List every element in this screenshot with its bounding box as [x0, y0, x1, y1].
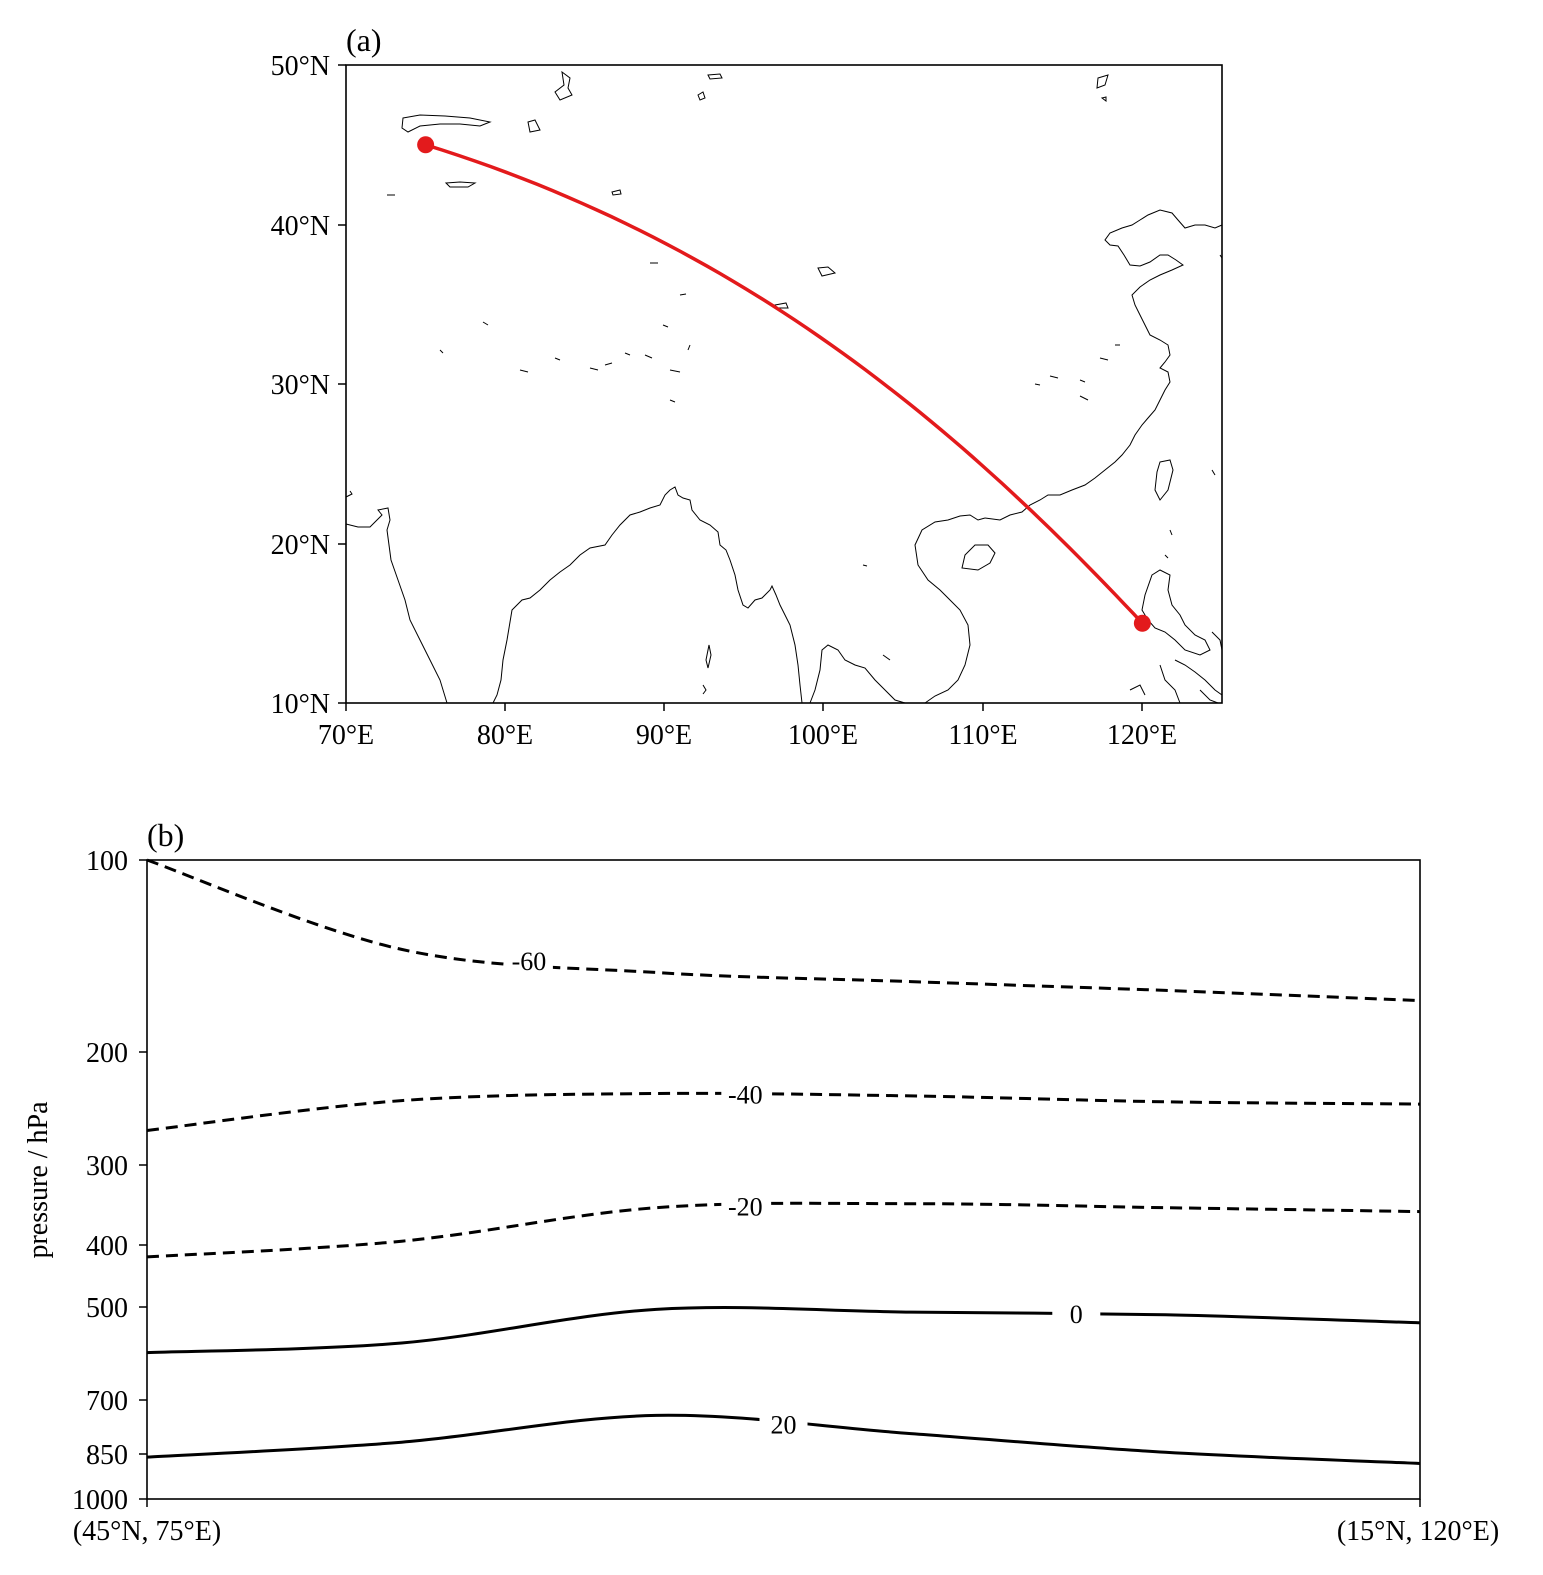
map-y-tick-label: 20°N	[271, 530, 330, 561]
map-x-axis: 70°E 80°E 90°E 100°E 110°E 120°E	[318, 703, 1177, 751]
section-frame	[146, 859, 1421, 1500]
panel-b-cross-section: (b) -60 -40 -20 0 20 100 200 300 400 500 700…	[23, 817, 1499, 1547]
section-y-tick-label: 700	[86, 1386, 128, 1417]
map-x-tick-label: 110°E	[948, 720, 1017, 751]
section-x-axis: (45°N, 75°E) (15°N, 120°E)	[73, 1499, 1499, 1547]
route-start-marker	[417, 136, 435, 154]
route-line	[425, 143, 1144, 625]
section-y-tick-label: 100	[86, 846, 128, 877]
section-x-tick-label-start: (45°N, 75°E)	[73, 1516, 221, 1547]
contour-label-0: 0	[1070, 1300, 1083, 1329]
section-y-tick-label: 500	[86, 1293, 128, 1324]
section-y-tick-label: 200	[86, 1038, 128, 1069]
contour-label-20: 20	[771, 1411, 797, 1440]
route-end-marker	[1133, 614, 1151, 632]
section-y-tick-label: 850	[86, 1440, 128, 1471]
contour-line--60	[146, 858, 1421, 1003]
panel-b-label: (b)	[147, 817, 184, 853]
contour-label-background	[1052, 1297, 1101, 1330]
contour-label--20: -20	[728, 1192, 763, 1221]
map-y-tick-label: 10°N	[271, 689, 330, 720]
contour-label-background	[721, 1190, 770, 1223]
map-x-tick-label: 120°E	[1107, 720, 1177, 751]
contour-line--40	[146, 1091, 1421, 1132]
coastlines	[345, 70, 1223, 704]
contour-lines	[146, 858, 1421, 1465]
map-y-tick-label: 50°N	[271, 51, 330, 82]
section-y-axis: 100 200 300 400 500 700 850 1000 pressur…	[23, 846, 147, 1516]
contour-label-background	[759, 1408, 808, 1441]
map-x-tick-label: 70°E	[318, 720, 374, 751]
map-y-tick-label: 30°N	[271, 370, 330, 401]
section-y-tick-label: 1000	[72, 1485, 128, 1516]
section-y-tick-label: 300	[86, 1151, 128, 1182]
map-x-tick-label: 80°E	[477, 720, 533, 751]
contour-label-background	[504, 944, 553, 977]
map-x-tick-label: 90°E	[636, 720, 692, 751]
contour-label-background	[721, 1078, 770, 1111]
contour-label--60: -60	[512, 947, 547, 976]
panel-a-map: (a)	[271, 22, 1223, 751]
contour-labels: -60 -40 -20 0 20	[504, 944, 1101, 1441]
panel-a-label: (a)	[346, 22, 382, 58]
map-y-axis: 10°N 20°N 30°N 40°N 50°N	[271, 51, 346, 720]
map-y-tick-label: 40°N	[271, 211, 330, 242]
section-y-tick-label: 400	[86, 1231, 128, 1262]
contour-label--40: -40	[728, 1080, 763, 1109]
section-y-axis-title: pressure / hPa	[23, 1101, 54, 1259]
contour-line--20	[146, 1201, 1421, 1259]
section-x-tick-label-end: (15°N, 120°E)	[1337, 1516, 1499, 1547]
map-x-tick-label: 100°E	[788, 720, 858, 751]
contour-line-0	[146, 1306, 1421, 1355]
